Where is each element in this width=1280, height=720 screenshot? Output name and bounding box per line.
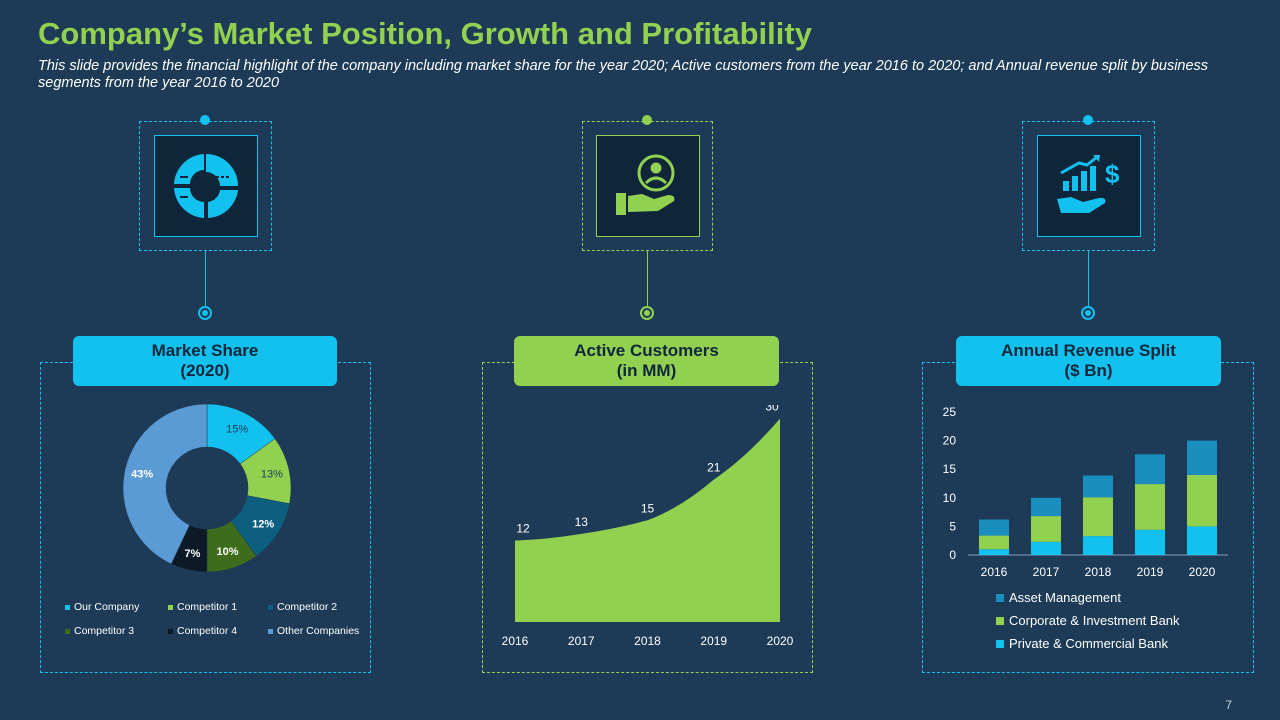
y-tick-label: 20: [943, 434, 957, 448]
legend-item: Competitor 3: [65, 625, 134, 637]
icon-frame: [139, 121, 272, 251]
x-tick-label: 2016: [981, 565, 1008, 579]
bar-segment: [1135, 454, 1165, 485]
legend-swatch: [268, 604, 273, 610]
x-tick-label: 2020: [767, 634, 794, 648]
connector-dot: [200, 115, 210, 125]
active-customers-icon-box: [596, 135, 700, 237]
icon-frame: [1022, 121, 1155, 251]
y-tick-label: 25: [943, 405, 957, 419]
market-share-heading: Market Share (2020): [73, 336, 337, 386]
legend-swatch: [168, 604, 173, 610]
bar-segment: [1135, 529, 1165, 555]
y-tick-label: 5: [949, 519, 956, 533]
bar-segment: [1031, 497, 1061, 517]
market-share-donut-chart: 15% 13% 12% 10% 7% 43%: [122, 403, 292, 573]
legend-label: Competitor 1: [177, 601, 238, 613]
page-number: 7: [1225, 698, 1232, 712]
hand-user-icon: [616, 154, 675, 215]
icon-frame: [582, 121, 713, 251]
legend-swatch: [996, 639, 1004, 648]
x-tick-label: 2017: [1033, 565, 1060, 579]
bar-segment: [979, 519, 1009, 536]
connector-line: [205, 251, 206, 306]
bar-segment: [1031, 541, 1061, 555]
donut-chart-icon: [174, 154, 238, 218]
legend-swatch: [65, 628, 70, 634]
x-tick-label: 2020: [1189, 565, 1216, 579]
revenue-heading: Annual Revenue Split ($ Bn): [956, 336, 1221, 386]
area-data-label: 12: [516, 522, 530, 536]
legend-swatch: [65, 604, 70, 610]
svg-text:$: $: [1105, 159, 1120, 189]
bar-segment: [1187, 440, 1217, 475]
active-customers-heading: Active Customers (in MM): [514, 336, 779, 386]
connector-dot: [1083, 115, 1093, 125]
legend-label: Other Companies: [277, 625, 360, 637]
legend-item: Our Company: [65, 601, 139, 613]
area-data-label: 13: [575, 515, 589, 529]
bar-segment: [1083, 497, 1113, 537]
legend-swatch: [168, 628, 173, 634]
slide-title: Company’s Market Position, Growth and Pr…: [38, 16, 812, 51]
area-series: [515, 418, 780, 622]
bar-segment: [1083, 536, 1113, 555]
connector-ring: [1081, 306, 1095, 320]
legend-item: Competitor 1: [168, 601, 237, 613]
donut-data-label: 13%: [261, 468, 283, 480]
x-tick-label: 2016: [502, 634, 529, 648]
legend-item: Private & Commercial Bank: [996, 636, 1168, 651]
legend-label: Our Company: [74, 601, 140, 613]
active-customers-area-chart: 12 2016 13 2017 15 2018 21 2019 30 2020: [502, 405, 794, 648]
connector-line: [647, 251, 648, 306]
market-share-icon-box: [154, 135, 258, 237]
legend-swatch: [996, 593, 1004, 602]
donut-data-label: 15%: [226, 424, 248, 436]
y-tick-label: 15: [943, 462, 957, 476]
slide-subtitle: This slide provides the financial highli…: [38, 58, 1209, 91]
connector-ring: [198, 306, 212, 320]
legend-label: Corporate & Investment Bank: [1009, 613, 1180, 628]
y-tick-label: 10: [943, 491, 957, 505]
legend-label: Asset Management: [1009, 590, 1122, 605]
donut-data-label: 12%: [252, 519, 274, 531]
bar-segment: [1187, 526, 1217, 555]
area-data-label: 30: [765, 405, 779, 414]
connector-line: [1088, 251, 1089, 306]
area-data-label: 15: [641, 501, 655, 515]
legend-item: Competitor 4: [168, 625, 237, 637]
connector-ring: [640, 306, 654, 320]
legend-swatch: [268, 628, 273, 634]
area-data-label: 21: [707, 461, 721, 475]
legend-label: Competitor 2: [277, 601, 338, 613]
bar-segment: [979, 549, 1009, 555]
donut-data-label: 10%: [217, 546, 239, 558]
bar-segment: [1135, 484, 1165, 530]
x-tick-label: 2019: [1137, 565, 1164, 579]
connector-dot: [642, 115, 652, 125]
legend-item: Corporate & Investment Bank: [996, 613, 1180, 628]
x-tick-label: 2018: [1085, 565, 1112, 579]
legend-item: Other Companies: [268, 625, 359, 637]
bar-segment: [1083, 475, 1113, 498]
legend-swatch: [996, 616, 1004, 625]
x-tick-label: 2017: [568, 634, 595, 648]
donut-data-label: 7%: [185, 548, 201, 560]
legend-item: Asset Management: [996, 590, 1121, 605]
y-tick-label: 0: [949, 548, 956, 562]
legend-label: Private & Commercial Bank: [1009, 636, 1168, 651]
revenue-icon-box: $: [1037, 135, 1141, 237]
x-tick-label: 2018: [634, 634, 661, 648]
legend-item: Competitor 2: [268, 601, 337, 613]
donut-data-label: 43%: [131, 468, 153, 480]
revenue-stacked-bar-chart: 0 5 10 15 20 25 2016 2017 2018 2019 2020: [943, 405, 1228, 579]
bar-segment: [979, 535, 1009, 550]
legend-label: Competitor 4: [177, 625, 238, 637]
donut-slice: [122, 403, 208, 565]
bar-segment: [1031, 516, 1061, 542]
hand-dollar-growth-icon: $: [1057, 155, 1120, 213]
bar-segment: [1187, 474, 1217, 527]
x-tick-label: 2019: [700, 634, 727, 648]
legend-label: Competitor 3: [74, 625, 135, 637]
